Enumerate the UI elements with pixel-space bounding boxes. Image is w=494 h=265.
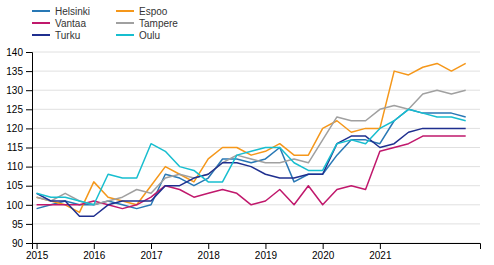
y-tick-label: 130 [6, 85, 23, 96]
y-tick-label: 140 [6, 47, 23, 58]
y-tick-mark [26, 109, 32, 110]
legend-label: Turku [55, 30, 80, 41]
grid-line [32, 71, 480, 72]
x-axis-line [33, 244, 481, 250]
x-tick: 2018 [198, 243, 221, 261]
x-tick-label: 2021 [369, 250, 392, 261]
y-tick-mark [26, 90, 32, 91]
x-tick-mark [265, 243, 266, 249]
y-tick-mark [26, 128, 32, 129]
y-tick-label: 110 [7, 161, 23, 172]
y-tick: 120 [6, 123, 32, 134]
x-tick-mark [37, 243, 38, 249]
y-tick: 125 [6, 104, 32, 115]
grid-line [32, 52, 480, 53]
legend-swatch [32, 22, 50, 24]
x-tick-mark [208, 243, 209, 249]
y-tick-label: 135 [6, 66, 23, 77]
series-line [37, 136, 466, 209]
legend-swatch [32, 10, 50, 12]
x-tick: 2016 [83, 243, 106, 261]
x-tick-mark [151, 243, 152, 249]
y-tick-label: 90 [12, 238, 24, 249]
x-tick-label: 2017 [140, 250, 163, 261]
grid-line [32, 166, 480, 167]
x-tick: 2017 [140, 243, 163, 261]
y-tick: 90 [12, 238, 32, 249]
x-tick-label: 2016 [83, 250, 106, 261]
y-tick-mark [26, 186, 32, 187]
y-tick-mark [26, 243, 32, 244]
grid-line [32, 147, 480, 148]
y-tick-mark [26, 224, 32, 225]
y-tick-mark [26, 205, 32, 206]
x-tick-mark [323, 243, 324, 249]
y-tick-mark [26, 71, 32, 72]
legend-swatch [116, 34, 134, 36]
y-tick: 115 [7, 142, 32, 153]
grid-line [32, 109, 480, 110]
legend-swatch [32, 34, 50, 36]
grid [32, 52, 480, 243]
legend-item: Vantaa [32, 18, 86, 29]
y-tick-mark [26, 52, 32, 53]
legend-label: Oulu [139, 30, 160, 41]
y-tick-label: 120 [6, 123, 23, 134]
legend-label: Vantaa [55, 18, 86, 29]
y-tick-mark [26, 167, 32, 168]
x-tick-mark [380, 243, 381, 249]
x-tick: 2019 [255, 243, 278, 261]
y-tick: 100 [6, 200, 32, 211]
y-tick-label: 115 [7, 142, 23, 153]
series-line [37, 90, 466, 205]
x-tick-label: 2019 [255, 250, 278, 261]
legend: Helsinki Espoo Vantaa Tampere Turku Oulu [32, 6, 178, 41]
y-tick: 130 [6, 85, 32, 96]
x-tick-label: 2018 [198, 250, 221, 261]
x-tick: 2020 [312, 243, 335, 261]
x-tick-label: 2015 [26, 250, 49, 261]
legend-item: Espoo [116, 6, 168, 17]
x-tick: 2021 [369, 243, 392, 261]
legend-label: Tampere [139, 18, 178, 29]
legend-item: Helsinki [32, 6, 90, 17]
grid-line [32, 128, 480, 129]
chart: 2015 2016 2017 2018 2019 2020 2021 90 95 100 105 11… [0, 0, 494, 265]
legend-label: Espoo [139, 6, 168, 17]
y-axis-line [26, 53, 33, 244]
x-tick-mark [94, 243, 95, 249]
x-tick: 2015 [26, 243, 49, 261]
y-tick: 135 [6, 66, 32, 77]
x-axis: 2015 2016 2017 2018 2019 2020 2021 [26, 243, 481, 261]
grid-line [32, 90, 480, 91]
plot: 2015 2016 2017 2018 2019 2020 2021 90 95 100 105 11… [6, 47, 480, 261]
y-tick-label: 105 [6, 180, 23, 191]
series-line [37, 128, 466, 216]
y-tick-label: 100 [6, 200, 23, 211]
x-tick-label: 2020 [312, 250, 335, 261]
legend-item: Tampere [116, 18, 178, 29]
y-tick-label: 125 [6, 104, 23, 115]
y-tick: 95 [12, 219, 32, 230]
y-tick: 140 [6, 47, 32, 58]
y-axis: 90 95 100 105 110 115 120 125 130 135 140 [6, 47, 32, 249]
lines [37, 63, 466, 216]
y-tick-label: 95 [12, 219, 24, 230]
legend-label: Helsinki [55, 6, 90, 17]
legend-item: Turku [32, 30, 80, 41]
y-tick: 110 [7, 161, 32, 172]
grid-line [32, 204, 480, 205]
legend-swatch [116, 10, 134, 12]
y-tick: 105 [6, 180, 32, 191]
y-tick-mark [26, 148, 32, 149]
legend-item: Oulu [116, 30, 160, 41]
grid-line [32, 223, 480, 224]
series-line [37, 109, 466, 205]
grid-line [32, 185, 480, 186]
legend-swatch [116, 22, 134, 24]
